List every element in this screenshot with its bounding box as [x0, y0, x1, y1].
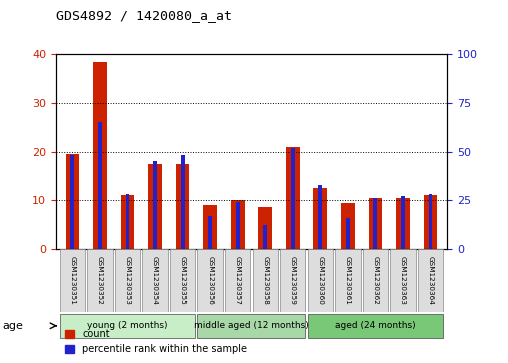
FancyBboxPatch shape — [280, 249, 305, 311]
Bar — [346, 217, 350, 249]
Bar — [93, 62, 107, 249]
Text: age: age — [3, 321, 23, 331]
FancyBboxPatch shape — [87, 249, 113, 311]
FancyBboxPatch shape — [308, 249, 333, 311]
Text: GSM1230353: GSM1230353 — [124, 256, 131, 305]
Text: GSM1230352: GSM1230352 — [97, 256, 103, 305]
Bar — [319, 184, 322, 249]
FancyBboxPatch shape — [198, 249, 223, 311]
Text: GSM1230356: GSM1230356 — [207, 256, 213, 305]
Bar — [236, 202, 240, 249]
Bar — [396, 198, 410, 249]
Text: GSM1230358: GSM1230358 — [262, 256, 268, 305]
Text: GSM1230362: GSM1230362 — [372, 256, 378, 305]
FancyBboxPatch shape — [142, 249, 168, 311]
Bar — [263, 225, 267, 249]
Text: GSM1230361: GSM1230361 — [345, 256, 351, 305]
Text: GSM1230355: GSM1230355 — [180, 256, 185, 305]
Bar — [120, 195, 135, 249]
Text: aged (24 months): aged (24 months) — [335, 321, 416, 330]
FancyBboxPatch shape — [390, 249, 416, 311]
FancyBboxPatch shape — [198, 314, 305, 338]
Text: GSM1230364: GSM1230364 — [428, 256, 433, 305]
Bar — [203, 205, 217, 249]
FancyBboxPatch shape — [60, 314, 195, 338]
Bar — [153, 161, 157, 249]
Text: GSM1230360: GSM1230360 — [318, 256, 323, 305]
Bar — [148, 164, 162, 249]
FancyBboxPatch shape — [335, 249, 361, 311]
Bar — [125, 194, 130, 249]
FancyBboxPatch shape — [308, 314, 443, 338]
Bar — [208, 216, 212, 249]
Text: GSM1230354: GSM1230354 — [152, 256, 158, 305]
Text: GSM1230357: GSM1230357 — [235, 256, 241, 305]
Text: GSM1230363: GSM1230363 — [400, 256, 406, 305]
FancyBboxPatch shape — [363, 249, 388, 311]
FancyBboxPatch shape — [418, 249, 443, 311]
Bar — [286, 147, 300, 249]
Text: GDS4892 / 1420080_a_at: GDS4892 / 1420080_a_at — [56, 9, 232, 22]
Bar — [401, 196, 405, 249]
Bar — [98, 122, 102, 249]
FancyBboxPatch shape — [115, 249, 140, 311]
Bar — [66, 154, 79, 249]
Bar — [181, 155, 184, 249]
Text: young (2 months): young (2 months) — [87, 321, 168, 330]
Bar — [176, 164, 189, 249]
Bar — [429, 194, 432, 249]
Bar — [71, 155, 74, 249]
FancyBboxPatch shape — [225, 249, 250, 311]
Bar — [424, 195, 437, 249]
Bar — [341, 203, 355, 249]
FancyBboxPatch shape — [170, 249, 195, 311]
FancyBboxPatch shape — [60, 249, 85, 311]
FancyBboxPatch shape — [252, 249, 278, 311]
Bar — [259, 207, 272, 249]
Legend: count, percentile rank within the sample: count, percentile rank within the sample — [61, 326, 251, 358]
Text: GSM1230351: GSM1230351 — [70, 256, 75, 305]
Bar — [373, 198, 377, 249]
Text: GSM1230359: GSM1230359 — [290, 256, 296, 305]
Bar — [291, 148, 295, 249]
Text: middle aged (12 months): middle aged (12 months) — [194, 321, 309, 330]
Bar — [368, 198, 383, 249]
Bar — [313, 188, 327, 249]
Bar — [231, 200, 244, 249]
